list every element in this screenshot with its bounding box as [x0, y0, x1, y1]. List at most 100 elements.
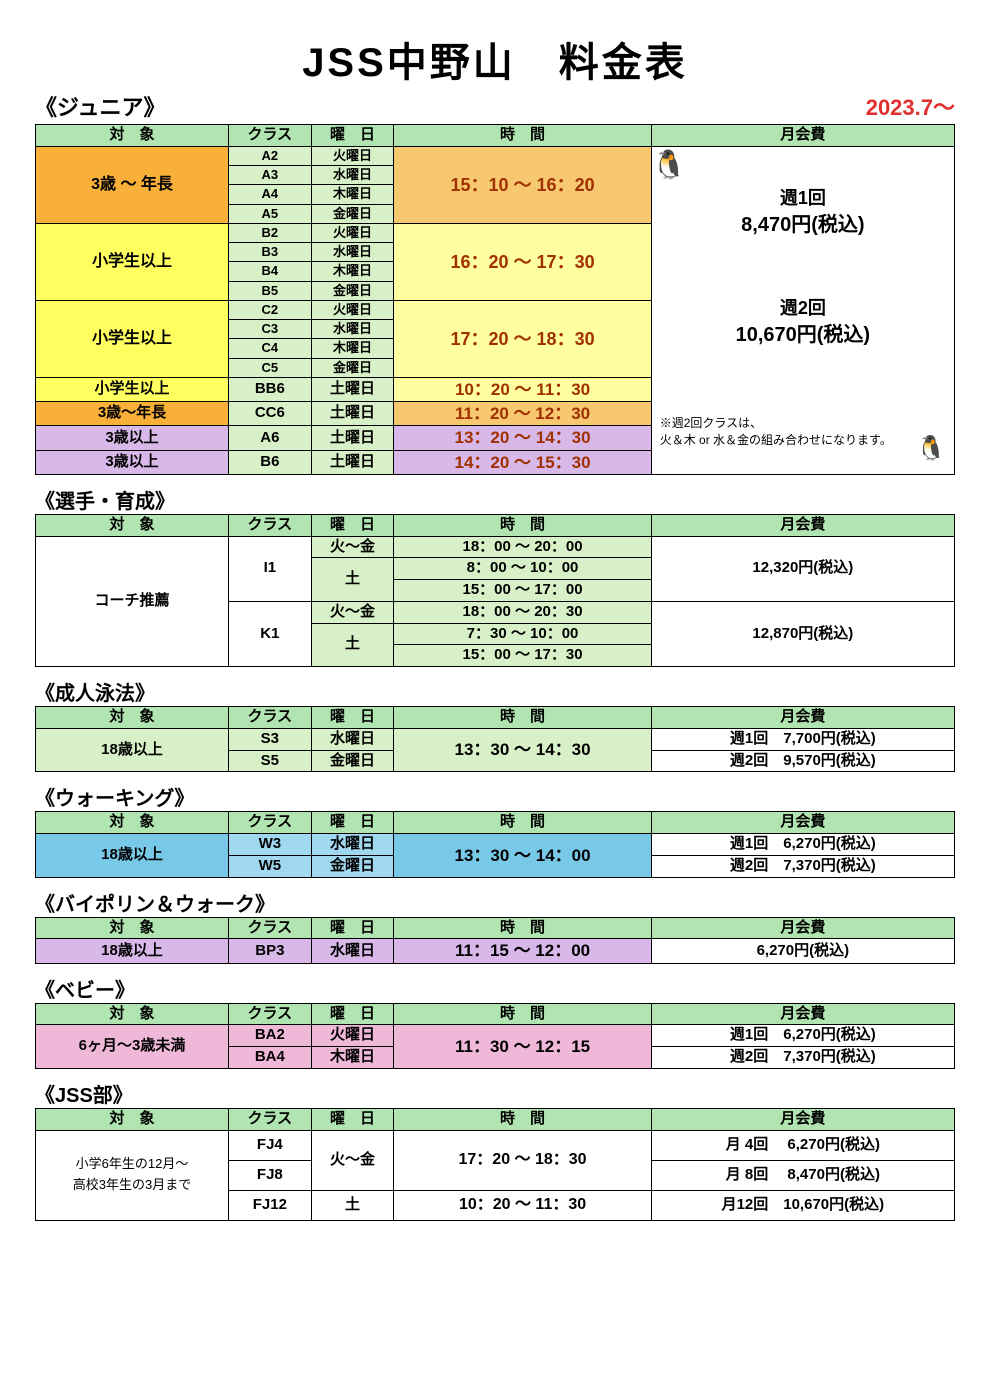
fee-label: 週2回: [652, 297, 954, 320]
fee-label: 週1回: [652, 187, 954, 210]
fee-cell: 週2回 9,570円(税込): [651, 750, 954, 772]
junior-fee-cell: 🐧 週1回 8,470円(税込) 週2回 10,670円(税込) ※週2回クラス…: [651, 146, 954, 474]
bipo-table: 対 象クラス曜 日時 間月会費 18歳以上 BP3 水曜日 11：15 ～ 12…: [35, 917, 955, 964]
th-day: 曜 日: [311, 1108, 394, 1130]
day-cell: 水曜日: [311, 166, 394, 185]
class-cell: S5: [228, 750, 311, 772]
time-cell: 15：00 ～ 17：00: [394, 580, 651, 602]
th-day: 曜 日: [311, 707, 394, 729]
time-cell: 16：20 ～ 17：30: [394, 223, 651, 300]
day-cell: 木曜日: [311, 185, 394, 204]
header-row: 対 象 クラス 曜 日 時 間 月会費: [36, 125, 955, 147]
target-cell: 小学6年生の12月～高校3年生の3月まで: [36, 1130, 229, 1220]
baby-table: 対 象クラス曜 日時 間月会費 6ヶ月～3歳未満 BA2 火曜日 11：30 ～…: [35, 1003, 955, 1069]
section-athlete: 《選手・育成》: [35, 485, 955, 514]
th-time: 時 間: [394, 812, 651, 834]
class-cell: S3: [228, 728, 311, 750]
junior-table: 対 象 クラス 曜 日 時 間 月会費 3歳 ～ 年長 A2 火曜日 15：10…: [35, 124, 955, 475]
time-cell: 11：15 ～ 12：00: [394, 939, 651, 963]
day-cell: 木曜日: [311, 339, 394, 358]
th-target: 対 象: [36, 514, 229, 536]
time-cell: 15：10 ～ 16：20: [394, 146, 651, 223]
th-day: 曜 日: [311, 514, 394, 536]
class-cell: BB6: [228, 377, 311, 401]
th-day: 曜 日: [311, 125, 394, 147]
day-cell: 土曜日: [311, 426, 394, 450]
target-cell: 小学生以上: [36, 223, 229, 300]
target-cell: 6ヶ月～3歳未満: [36, 1025, 229, 1069]
section-adult: 《成人泳法》: [35, 677, 955, 706]
fee-price: 10,670円(税込): [652, 323, 954, 348]
section-jssbu: 《JSS部》: [35, 1079, 955, 1108]
th-day: 曜 日: [311, 1003, 394, 1025]
time-cell: 11：20 ～ 12：30: [394, 402, 651, 426]
target-cell: コーチ推薦: [36, 536, 229, 667]
class-cell: FJ8: [228, 1160, 311, 1190]
day-cell: 水曜日: [311, 728, 394, 750]
class-cell: A6: [228, 426, 311, 450]
fee-cell: 週2回 7,370円(税込): [651, 855, 954, 877]
day-cell: 火曜日: [311, 146, 394, 165]
th-fee: 月会費: [651, 707, 954, 729]
day-cell: 土曜日: [311, 450, 394, 474]
th-fee: 月会費: [651, 917, 954, 939]
th-target: 対 象: [36, 812, 229, 834]
time-cell: 13：30 ～ 14：30: [394, 728, 651, 772]
day-cell: 土: [311, 558, 394, 602]
day-cell: 金曜日: [311, 281, 394, 300]
fee-cell: 月12回 10,670円(税込): [651, 1190, 954, 1220]
day-cell: 火～金: [311, 601, 394, 623]
th-day: 曜 日: [311, 812, 394, 834]
fee-cell: 12,320円(税込): [651, 536, 954, 601]
class-cell: B3: [228, 243, 311, 262]
day-cell: 火曜日: [311, 223, 394, 242]
class-cell: I1: [228, 536, 311, 601]
target-cell: 3歳 ～ 年長: [36, 146, 229, 223]
th-time: 時 間: [394, 514, 651, 536]
target-cell: 3歳以上: [36, 426, 229, 450]
fee-cell: 12,870円(税込): [651, 601, 954, 666]
th-fee: 月会費: [651, 1003, 954, 1025]
th-target: 対 象: [36, 125, 229, 147]
th-class: クラス: [228, 1108, 311, 1130]
day-cell: 水曜日: [311, 243, 394, 262]
target-cell: 3歳～年長: [36, 402, 229, 426]
day-cell: 土曜日: [311, 377, 394, 401]
day-cell: 水曜日: [311, 320, 394, 339]
th-class: クラス: [228, 514, 311, 536]
th-target: 対 象: [36, 707, 229, 729]
walking-table: 対 象クラス曜 日時 間月会費 18歳以上 W3 水曜日 13：30 ～ 14：…: [35, 811, 955, 877]
time-cell: 7：30 ～ 10：00: [394, 623, 651, 645]
th-class: クラス: [228, 125, 311, 147]
time-cell: 18：00 ～ 20：30: [394, 601, 651, 623]
day-cell: 火～金: [311, 1130, 394, 1190]
target-cell: 18歳以上: [36, 728, 229, 772]
class-cell: BA2: [228, 1025, 311, 1047]
th-fee: 月会費: [651, 125, 954, 147]
day-cell: 金曜日: [311, 358, 394, 377]
class-cell: B4: [228, 262, 311, 281]
day-cell: 金曜日: [311, 750, 394, 772]
th-day: 曜 日: [311, 917, 394, 939]
fee-note: ※週2回クラスは、火＆木 or 水＆金の組み合わせになります。🐧: [660, 415, 946, 465]
th-target: 対 象: [36, 1003, 229, 1025]
time-cell: 10：20 ～ 11：30: [394, 1190, 651, 1220]
th-class: クラス: [228, 707, 311, 729]
day-cell: 水曜日: [311, 939, 394, 963]
effective-date: 2023.7～: [866, 90, 955, 122]
th-fee: 月会費: [651, 812, 954, 834]
class-cell: W5: [228, 855, 311, 877]
target-cell: 18歳以上: [36, 939, 229, 963]
th-fee: 月会費: [651, 514, 954, 536]
section-baby: 《ベビー》: [35, 974, 955, 1003]
time-cell: 17：20 ～ 18：30: [394, 300, 651, 377]
th-class: クラス: [228, 812, 311, 834]
time-cell: 13：30 ～ 14：00: [394, 834, 651, 878]
class-cell: C4: [228, 339, 311, 358]
class-cell: BA4: [228, 1047, 311, 1069]
class-cell: BP3: [228, 939, 311, 963]
time-cell: 8：00 ～ 10：00: [394, 558, 651, 580]
day-cell: 火曜日: [311, 300, 394, 319]
section-bipo: 《バイポリン＆ウォーク》: [35, 888, 955, 917]
day-cell: 土: [311, 1190, 394, 1220]
